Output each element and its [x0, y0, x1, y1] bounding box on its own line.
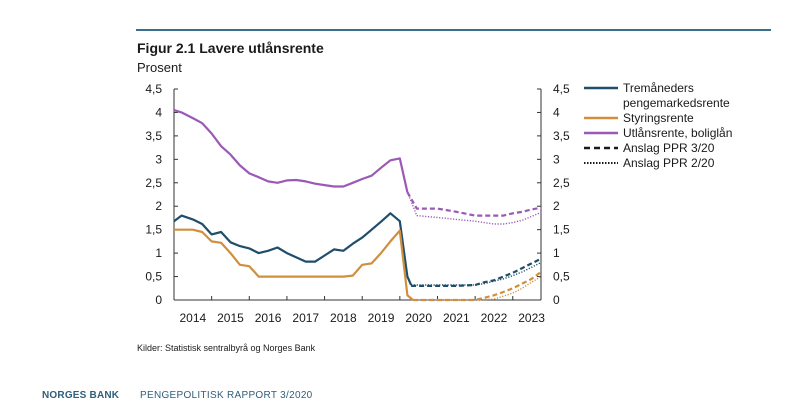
footer-brand: NORGES BANK: [42, 390, 120, 401]
legend-label: Styringsrente: [623, 111, 694, 125]
chart-series: [173, 109, 542, 302]
x-tick-label: 2020: [405, 311, 432, 325]
chart-legend: TremånederspengemarkedsrenteStyringsrent…: [584, 81, 732, 170]
x-tick-label: 2021: [443, 311, 470, 325]
y-tick-label-left: 0: [155, 293, 162, 307]
y-tick-label-right: 4,5: [553, 82, 570, 96]
x-tick-label: 2019: [368, 311, 395, 325]
y-tick-label-left: 2,5: [145, 176, 162, 190]
y-tick-label-right: 0,5: [553, 270, 570, 284]
y-tick-label-right: 4: [553, 105, 560, 119]
unit-label: Prosent: [137, 60, 182, 75]
x-tick-label: 2015: [217, 311, 244, 325]
series-line: [406, 191, 542, 217]
legend-label: Utlånsrente, boliglån: [623, 126, 732, 140]
x-tick-label: 2023: [518, 311, 545, 325]
y-tick-label-right: 1,5: [553, 223, 570, 237]
y-tick-label-right: 3,5: [553, 129, 570, 143]
top-rule: [136, 29, 771, 31]
source-note: Kilder: Statistisk sentralbyrå og Norges…: [137, 343, 316, 353]
y-tick-label-left: 1: [155, 246, 162, 260]
y-tick-label-right: 0: [553, 293, 560, 307]
x-tick-label: 2018: [330, 311, 357, 325]
series-line: [411, 257, 542, 287]
legend-label: Tremåneders: [623, 81, 694, 95]
x-tick-label: 2017: [292, 311, 319, 325]
legend-label: Anslag PPR 2/20: [623, 156, 715, 170]
y-tick-label-right: 2,5: [553, 176, 570, 190]
x-tick-label: 2016: [255, 311, 282, 325]
series-line: [174, 228, 414, 301]
y-tick-label-right: 3: [553, 152, 560, 166]
x-tick-label: 2014: [179, 311, 206, 325]
series-line: [173, 212, 413, 286]
footer-report-title: PENGEPOLITISK RAPPORT 3/2020: [140, 390, 313, 401]
y-tick-label-right: 2: [553, 199, 560, 213]
series-line: [413, 275, 542, 301]
figure-title: Figur 2.1 Lavere utlånsrente: [137, 40, 324, 56]
y-tick-label-right: 1: [553, 246, 560, 260]
y-tick-label-left: 3: [155, 152, 162, 166]
x-tick-label: 2022: [481, 311, 508, 325]
series-line: [411, 261, 542, 286]
y-tick-label-left: 3,5: [145, 129, 162, 143]
y-tick-label-left: 0,5: [145, 270, 162, 284]
legend-label: Anslag PPR 3/20: [623, 141, 715, 155]
y-tick-label-left: 4: [155, 105, 162, 119]
legend-label: pengemarkedsrente: [623, 96, 730, 110]
series-line: [173, 109, 409, 193]
chart-axes: 0 0 0,5 0,5 1 1 1,5 1,5 2 2 2,5 2,5 3 3 3,5 3,5 4 4 4,5 4,5…: [145, 82, 570, 325]
series-line: [413, 271, 542, 302]
series-line: [406, 191, 542, 225]
y-tick-label-left: 4,5: [145, 82, 162, 96]
y-tick-label-left: 1,5: [145, 223, 162, 237]
y-tick-label-left: 2: [155, 199, 162, 213]
